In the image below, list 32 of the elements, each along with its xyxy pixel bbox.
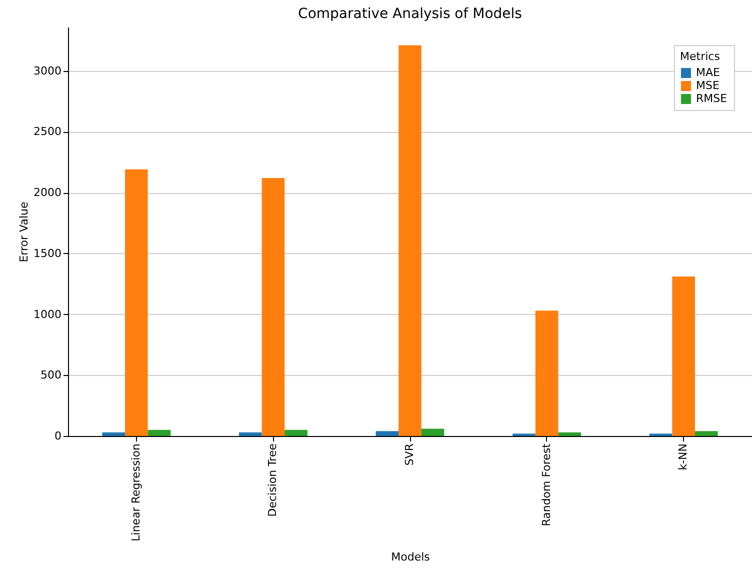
x-tick-label: k-NN — [676, 444, 690, 470]
legend-label: MAE — [696, 66, 720, 79]
y-tick-label: 1500 — [34, 246, 62, 260]
x-tick-label: Decision Tree — [266, 443, 280, 517]
bar — [284, 430, 308, 436]
bar — [102, 432, 125, 436]
bar — [672, 276, 695, 436]
chart-title: Comparative Analysis of Models — [298, 6, 522, 22]
legend-label: RMSE — [696, 92, 728, 105]
bar — [421, 428, 444, 436]
bar — [239, 432, 262, 436]
y-tick-label: 2000 — [34, 186, 62, 200]
x-axis-title: Models — [391, 550, 430, 564]
bar — [262, 178, 285, 436]
y-axis-title: Error Value — [18, 202, 31, 262]
legend-title: Metrics — [680, 50, 720, 63]
x-tick-label: Random Forest — [540, 442, 553, 526]
y-tick-label: 1000 — [34, 308, 62, 321]
bar — [398, 45, 422, 436]
x-tick-label: Linear Regression — [129, 443, 142, 542]
bar — [535, 310, 558, 436]
bar — [148, 430, 171, 436]
y-tick-label: 0 — [54, 430, 62, 442]
y-tick-label: 2500 — [34, 125, 62, 138]
bar — [695, 431, 718, 436]
bar — [558, 432, 581, 436]
bar — [376, 431, 399, 436]
y-tick-label: 3000 — [34, 64, 62, 78]
bar — [125, 169, 148, 436]
legend-label: MSE — [696, 79, 720, 92]
y-tick-label: 500 — [40, 368, 62, 382]
x-tick-label: SVR — [403, 443, 416, 466]
